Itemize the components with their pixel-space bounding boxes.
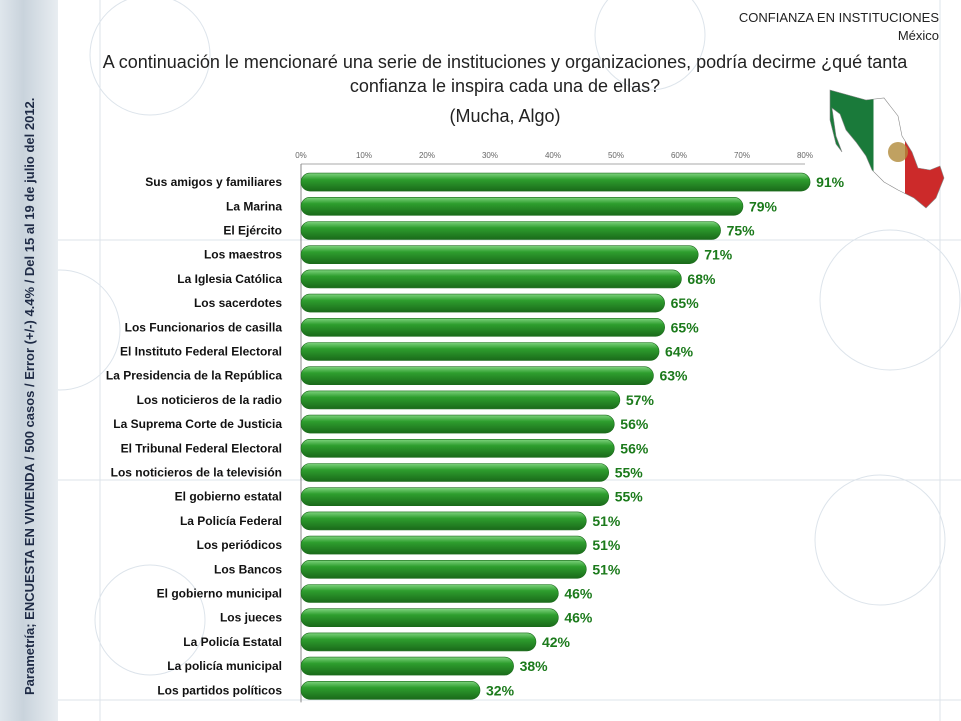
value-label: 51% [592,537,621,553]
value-label: 65% [671,295,700,311]
x-tick-label: 10% [356,151,372,160]
bar [300,680,481,700]
value-label: 63% [659,368,688,384]
bar [300,632,537,652]
value-label: 55% [615,465,644,481]
category-label: La Suprema Corte de Justicia [113,417,282,431]
category-label: La policía municipal [167,659,282,673]
value-label: 46% [564,610,593,626]
value-label: 55% [615,489,644,505]
x-tick-label: 30% [482,151,498,160]
bar [300,342,660,361]
bar [300,608,559,628]
category-label: El gobierno municipal [157,587,282,601]
category-label: Los noticieros de la radio [137,393,282,407]
value-label: 91% [816,174,845,190]
bar [300,390,621,410]
value-label: 64% [665,344,694,360]
category-label: La Policía Federal [180,514,282,528]
value-label: 56% [620,440,649,456]
value-label: 46% [564,586,593,602]
value-label: 75% [727,223,756,239]
x-tick-label: 60% [671,151,687,160]
category-label: Los Bancos [214,562,282,576]
side-strip [0,0,58,721]
category-label: El gobierno estatal [175,490,282,504]
value-label: 56% [620,416,649,432]
bar [300,221,721,240]
category-label: El Ejército [223,224,282,238]
value-label: 57% [626,392,655,408]
value-label: 32% [486,682,515,698]
category-label: La Policía Estatal [183,635,282,649]
value-label: 71% [704,247,733,263]
bar [300,366,654,386]
bar [300,656,514,676]
question-text: A continuación le mencionaré una serie d… [102,52,908,96]
bar [300,584,559,603]
bar [300,197,744,216]
bar [300,293,665,313]
category-label: La Iglesia Católica [177,272,282,286]
category-label: Los jueces [220,611,282,625]
category-label: El Tribunal Federal Electoral [121,441,282,455]
value-label: 68% [687,271,716,287]
category-label: Los periódicos [197,538,283,552]
value-label: 79% [749,198,778,214]
bar [300,511,587,531]
bar [300,414,615,434]
x-tick-label: 20% [419,151,435,160]
value-label: 42% [542,634,571,650]
bar [300,245,699,264]
category-label: La Marina [226,199,282,213]
bar [300,535,587,555]
category-label: Los sacerdotes [194,296,282,310]
bar [300,438,615,458]
bar [300,463,609,482]
value-label: 38% [520,658,549,674]
category-label: Los partidos políticos [157,683,282,697]
category-label: Los Funcionarios de casilla [125,320,283,334]
x-tick-label: 80% [797,151,813,160]
x-tick-label: 40% [545,151,561,160]
category-label: El Instituto Federal Electoral [120,345,282,359]
bar [300,269,682,289]
question-note: (Mucha, Algo) [449,106,561,126]
bar [300,172,811,192]
bar [300,487,609,507]
mexico-flag-map [829,89,945,209]
category-label: Los noticieros de la televisión [111,466,282,480]
value-label: 51% [592,513,621,529]
header-title: CONFIANZA EN INSTITUCIONES [738,10,939,25]
category-label: La Presidencia de la República [106,369,282,383]
bar [300,317,665,337]
x-tick-label: 50% [608,151,624,160]
value-label: 65% [671,319,700,335]
x-tick-label: 70% [734,151,750,160]
category-label: Los maestros [204,248,282,262]
bar [300,559,587,579]
header-subtitle: México [897,28,939,43]
category-label: Sus amigos y familiares [145,175,282,189]
value-label: 51% [592,561,621,577]
x-tick-label: 0% [295,151,307,160]
